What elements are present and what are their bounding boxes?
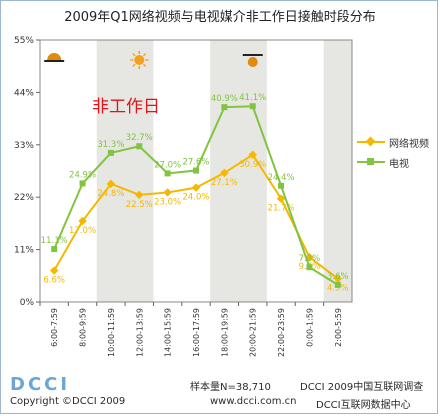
x-tick-label: 14:00-15:59 bbox=[164, 308, 173, 357]
x-tick-label: 8:00-9:59 bbox=[79, 308, 88, 347]
survey-name-text: DCCI 2009中国互联网调查 bbox=[300, 382, 424, 393]
x-tick-label: 20:00-21:59 bbox=[249, 308, 258, 357]
data-point bbox=[334, 281, 341, 288]
data-label: 3.6% bbox=[327, 272, 349, 282]
shaded-band bbox=[323, 40, 352, 302]
x-tick-label: 18:00-19:59 bbox=[220, 308, 229, 357]
sun-ray bbox=[142, 53, 147, 57]
legend-item-online-video: 网络视频 bbox=[357, 132, 429, 152]
data-point bbox=[221, 104, 228, 111]
y-tick-label: 22% bbox=[14, 193, 34, 203]
data-point bbox=[163, 188, 172, 197]
data-label: 22.5% bbox=[126, 200, 153, 210]
sun-icon bbox=[134, 55, 145, 65]
data-center-text: DCCI互联网数据中心 bbox=[316, 400, 411, 411]
plot-area bbox=[39, 39, 353, 303]
data-label: 21.7% bbox=[268, 204, 295, 214]
data-label: 30.9% bbox=[239, 160, 266, 170]
data-point bbox=[106, 179, 116, 189]
x-tick-label: 22:00-23:59 bbox=[277, 308, 286, 357]
data-label: 40.9% bbox=[211, 94, 238, 104]
data-label: 27.6% bbox=[182, 158, 209, 168]
data-point bbox=[136, 143, 143, 150]
data-label: 23.0% bbox=[154, 197, 181, 207]
y-tick-label: 33% bbox=[14, 141, 34, 151]
data-point bbox=[135, 190, 144, 200]
data-point bbox=[220, 168, 229, 178]
sunrise-icon bbox=[47, 53, 62, 60]
watermark-text: 非工作日 bbox=[92, 97, 160, 117]
sample-size-text: 样本量N=38,710 bbox=[190, 382, 271, 393]
data-label: 31.3% bbox=[97, 140, 124, 150]
data-point bbox=[276, 194, 286, 203]
data-point bbox=[191, 183, 201, 192]
sun-ray bbox=[132, 53, 136, 57]
data-point bbox=[333, 274, 343, 283]
data-point bbox=[306, 264, 313, 271]
data-label: 32.7% bbox=[126, 133, 153, 143]
data-label: 24.4% bbox=[268, 173, 295, 183]
data-label: 7.3% bbox=[299, 254, 321, 264]
data-label: 17.0% bbox=[69, 226, 96, 236]
y-tick-label: 11% bbox=[14, 246, 34, 256]
x-tick-label: 6:00-7:59 bbox=[50, 308, 59, 347]
data-point bbox=[249, 103, 256, 110]
data-label: 41.1% bbox=[239, 93, 266, 103]
shaded-band bbox=[96, 40, 126, 302]
data-label: 27.0% bbox=[154, 160, 181, 170]
x-tick-label: 16:00-17:59 bbox=[192, 308, 201, 357]
data-label: 24.9% bbox=[69, 170, 96, 180]
y-tick-label: 44% bbox=[14, 88, 34, 98]
data-label: 6.6% bbox=[43, 276, 65, 286]
data-label: 24.8% bbox=[97, 189, 124, 199]
chart-title: 2009年Q1网络视频与电视媒介非工作日接触时段分布 bbox=[64, 10, 376, 25]
x-tick-label: 12:00-13:59 bbox=[135, 308, 144, 357]
sun-ray bbox=[132, 63, 136, 67]
legend-label-tv: 电视 bbox=[389, 158, 409, 170]
data-point bbox=[248, 150, 257, 160]
data-point bbox=[164, 170, 171, 177]
website-text: www.dcci.com.cn bbox=[210, 396, 297, 407]
legend-item-tv: 电视 bbox=[357, 152, 429, 172]
data-point bbox=[278, 182, 285, 189]
legend-label-online-video: 网络视频 bbox=[389, 138, 429, 150]
moon-icon bbox=[305, 53, 314, 68]
data-point bbox=[79, 180, 86, 187]
footer: DCCI Copyright ©DCCI 2009 样本量N=38,710 DC… bbox=[0, 372, 440, 414]
data-point bbox=[107, 149, 114, 156]
x-tick-label: 2:00-5:59 bbox=[334, 308, 343, 347]
y-tick-label: 0% bbox=[20, 298, 35, 308]
data-point bbox=[49, 266, 59, 275]
data-label: 4.9% bbox=[327, 284, 349, 294]
legend: 网络视频 电视 bbox=[357, 132, 429, 172]
dcci-logo: DCCI bbox=[10, 374, 71, 395]
data-point bbox=[51, 246, 58, 253]
sun-ray bbox=[142, 63, 147, 67]
copyright-text: Copyright ©DCCI 2009 bbox=[10, 396, 126, 407]
x-tick-label: 10:00-11:59 bbox=[107, 308, 116, 357]
y-tick-label: 55% bbox=[14, 36, 34, 46]
data-point bbox=[78, 216, 87, 226]
x-tick-label: 0:00-1:59 bbox=[305, 308, 314, 347]
data-label: 11.1% bbox=[41, 236, 68, 246]
data-label: 27.1% bbox=[211, 178, 238, 188]
data-label: 24.0% bbox=[182, 193, 209, 203]
shaded-band bbox=[125, 40, 154, 302]
sunset-icon bbox=[247, 57, 258, 67]
data-point bbox=[193, 167, 199, 174]
